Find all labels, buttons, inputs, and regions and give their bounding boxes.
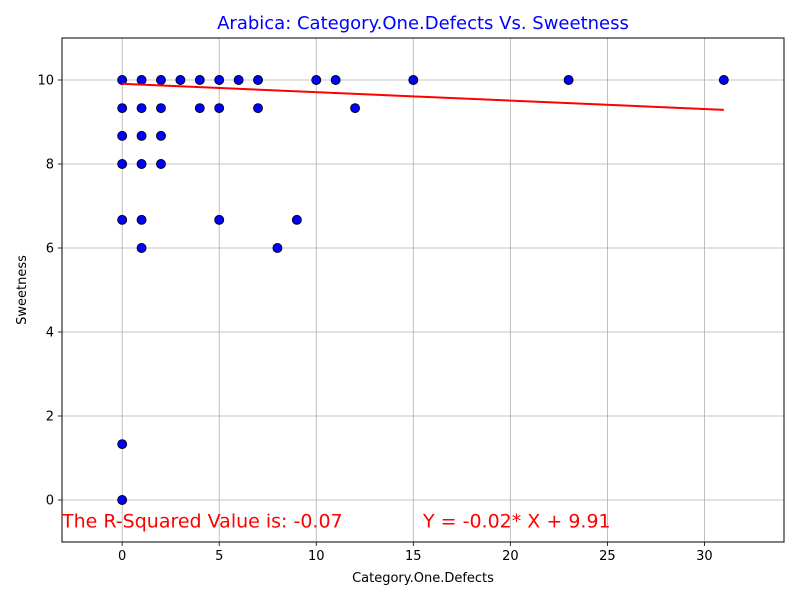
data-point [117, 130, 128, 141]
data-point [136, 103, 147, 114]
x-tick-label: 20 [502, 549, 519, 564]
annotations: The R-Squared Value is: -0.07 Y = -0.02* … [61, 510, 611, 532]
x-tick-label: 0 [118, 549, 126, 564]
data-point [136, 159, 147, 169]
data-point [117, 214, 128, 225]
data-point [272, 243, 283, 253]
y-tick-label: 0 [46, 494, 54, 509]
x-tick-label: 30 [696, 549, 713, 564]
data-point [117, 439, 128, 450]
data-point [350, 103, 361, 114]
data-point [563, 75, 574, 85]
y-tick-label: 2 [46, 410, 54, 425]
data-point [156, 103, 166, 114]
axis-ticks: 0 5 10 15 20 25 30 0 2 4 6 8 10 [37, 74, 712, 565]
x-tick-label: 25 [599, 549, 616, 564]
data-point [214, 103, 225, 114]
data-point [253, 103, 263, 114]
data-point [136, 243, 147, 253]
y-axis-label: Sweetness [15, 255, 30, 325]
data-point [291, 214, 302, 225]
x-axis-label: Category.One.Defects [352, 571, 494, 586]
data-point [136, 75, 147, 85]
scatter-points [117, 75, 729, 505]
data-point [117, 495, 128, 505]
data-point [253, 75, 263, 85]
data-point [718, 75, 729, 85]
data-point [156, 75, 166, 85]
data-point [117, 159, 128, 169]
data-point [214, 75, 225, 85]
data-point [117, 103, 128, 114]
data-point [175, 75, 186, 85]
regression-equation-annotation: Y = -0.02* X + 9.91 [422, 510, 611, 532]
y-tick-label: 6 [46, 242, 54, 257]
x-tick-label: 15 [405, 549, 422, 564]
y-tick-label: 4 [46, 326, 54, 341]
data-point [136, 130, 147, 141]
y-tick-label: 8 [46, 158, 54, 173]
regression-line [122, 82, 724, 111]
data-point [194, 103, 205, 114]
data-point [330, 75, 341, 85]
y-tick-label: 10 [37, 74, 54, 89]
data-point [156, 159, 166, 169]
chart-title: Arabica: Category.One.Defects Vs. Sweetn… [217, 13, 629, 34]
x-tick-label: 10 [308, 549, 325, 564]
r-squared-annotation: The R-Squared Value is: -0.07 [61, 510, 343, 532]
data-point [233, 75, 244, 85]
data-point [194, 75, 205, 85]
x-tick-label: 5 [215, 549, 223, 564]
grid [62, 38, 784, 542]
data-point [311, 75, 322, 85]
data-point [214, 214, 225, 225]
regression-line-group [122, 82, 724, 111]
data-point [408, 75, 419, 85]
data-point [156, 130, 166, 141]
plot-frame [61, 37, 785, 543]
data-point [136, 214, 147, 225]
